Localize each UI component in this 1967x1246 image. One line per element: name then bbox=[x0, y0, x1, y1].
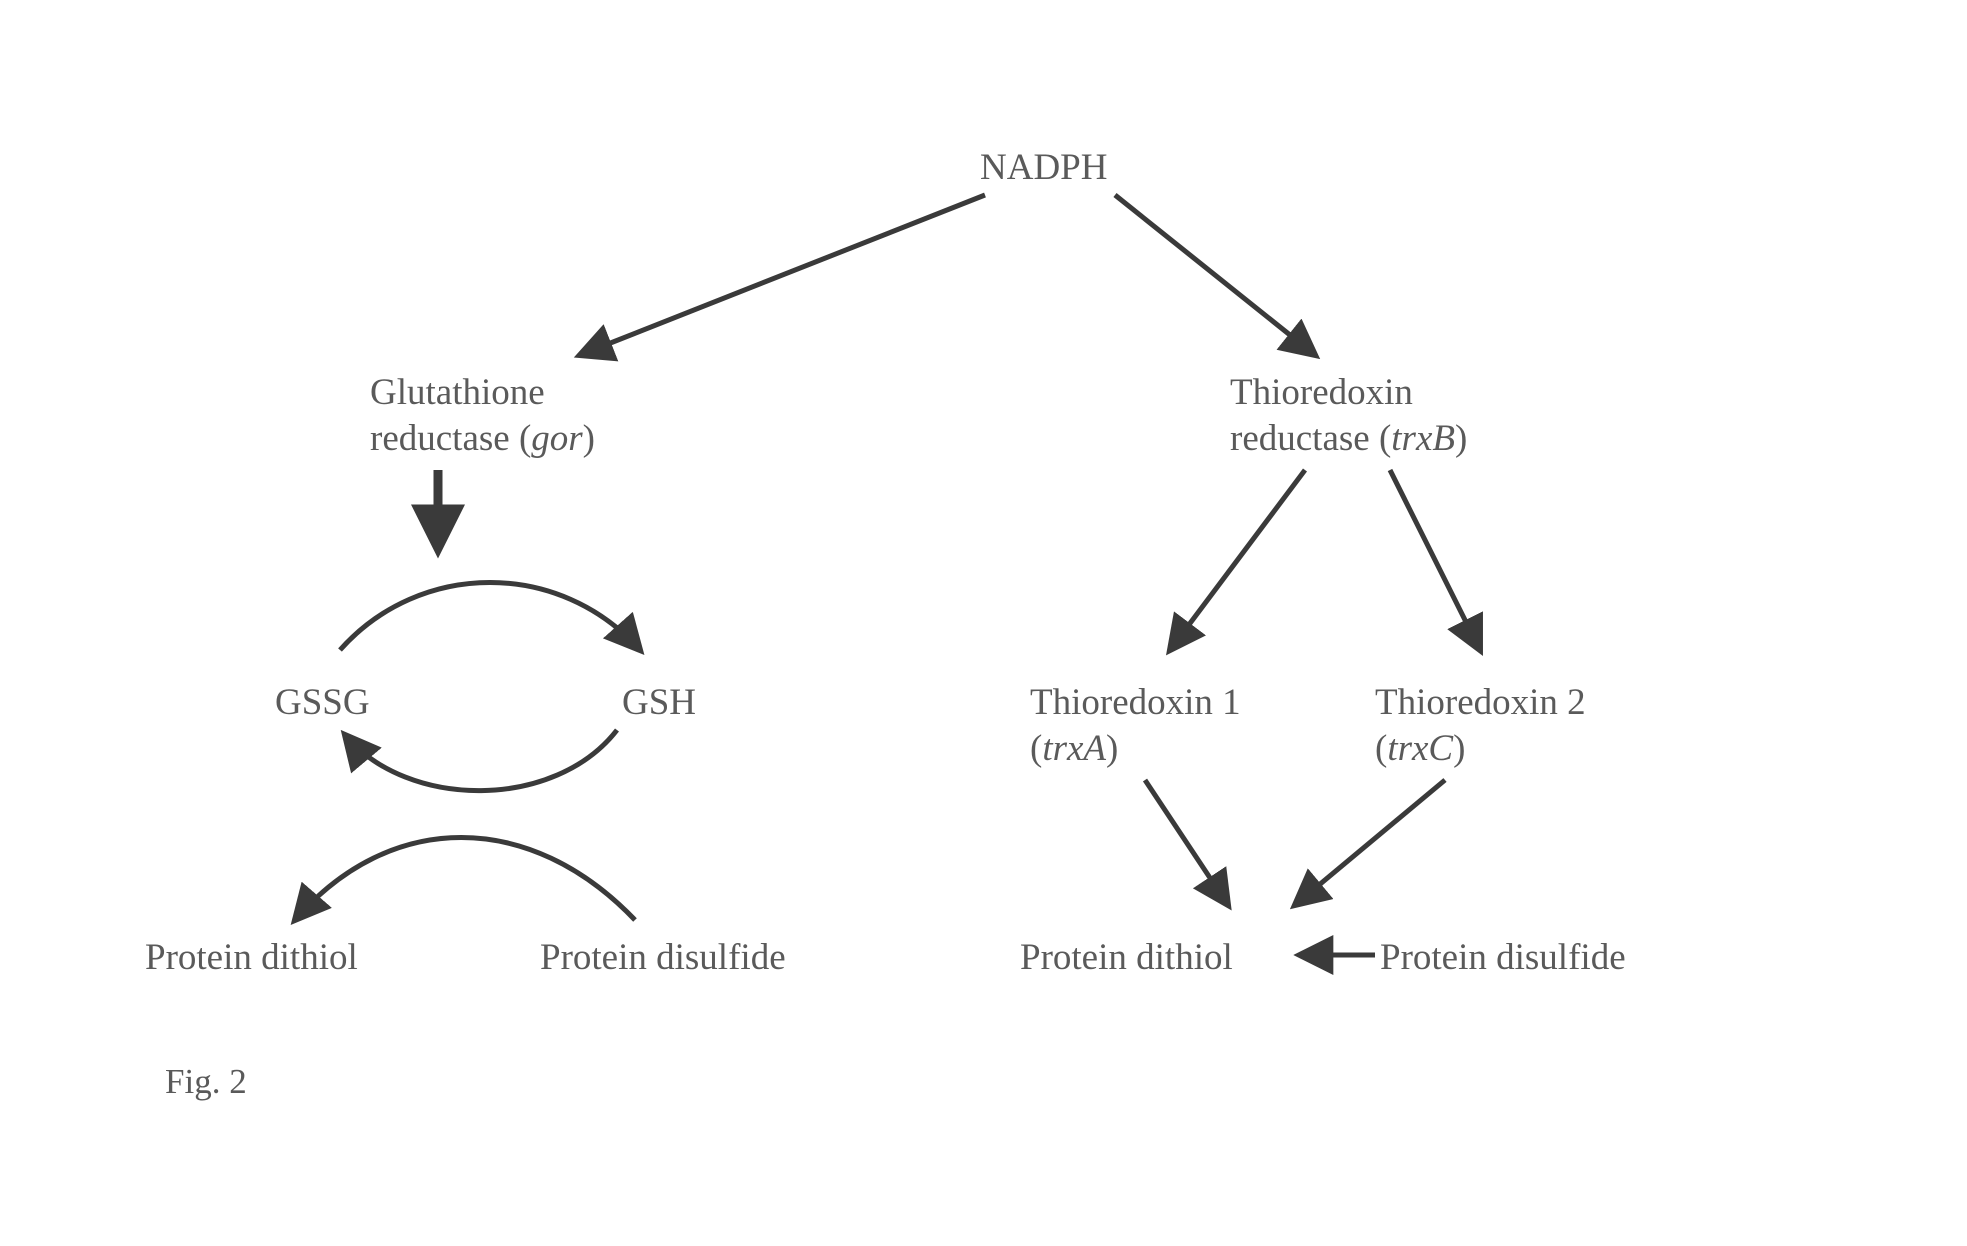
node-thioredoxin-reductase: Thioredoxin reductase (trxB) bbox=[1230, 370, 1467, 463]
figure-caption: Fig. 2 bbox=[165, 1060, 247, 1104]
glutathione-gene: gor bbox=[531, 418, 582, 459]
node-glutathione-reductase: Glutathione reductase (gor) bbox=[370, 370, 595, 463]
trx2-line2-pre: ( bbox=[1375, 728, 1387, 769]
arrow-gssg-to-gsh bbox=[340, 583, 640, 651]
glutathione-line2-post: ) bbox=[583, 418, 595, 459]
thioredoxin-red-line1: Thioredoxin bbox=[1230, 372, 1413, 413]
glutathione-line2-pre: reductase ( bbox=[370, 418, 531, 459]
node-gssg: GSSG bbox=[275, 680, 370, 726]
arrow-trxred-to-trx2 bbox=[1390, 470, 1480, 650]
arrow-disulfide-to-dithiol-left bbox=[295, 838, 635, 921]
glutathione-line1: Glutathione bbox=[370, 372, 545, 413]
node-thioredoxin-1: Thioredoxin 1 (trxA) bbox=[1030, 680, 1241, 773]
thioredoxin-red-line2-pre: reductase ( bbox=[1230, 418, 1391, 459]
arrow-trxred-to-trx1 bbox=[1170, 470, 1305, 650]
trx2-line2-post: ) bbox=[1453, 728, 1465, 769]
arrow-nadph-to-glutathione bbox=[580, 195, 985, 355]
arrow-gsh-to-gssg bbox=[345, 730, 617, 791]
arrow-trx1-to-dithiol bbox=[1145, 780, 1228, 905]
trx2-line1: Thioredoxin 2 bbox=[1375, 682, 1586, 723]
node-protein-disulfide-left: Protein disulfide bbox=[540, 935, 786, 981]
node-protein-dithiol-left: Protein dithiol bbox=[145, 935, 358, 981]
trx1-line2-pre: ( bbox=[1030, 728, 1042, 769]
trx1-gene: trxA bbox=[1042, 728, 1106, 769]
trx1-line2-post: ) bbox=[1106, 728, 1118, 769]
node-nadph: NADPH bbox=[980, 145, 1107, 191]
node-protein-disulfide-right: Protein disulfide bbox=[1380, 935, 1626, 981]
node-thioredoxin-2: Thioredoxin 2 (trxC) bbox=[1375, 680, 1586, 773]
thioredoxin-red-line2-post: ) bbox=[1455, 418, 1467, 459]
thioredoxin-red-gene: trxB bbox=[1391, 418, 1455, 459]
arrow-trx2-to-dithiol bbox=[1295, 780, 1445, 905]
arrow-nadph-to-thioredoxin-red bbox=[1115, 195, 1315, 355]
trx2-gene: trxC bbox=[1387, 728, 1453, 769]
node-gsh: GSH bbox=[622, 680, 696, 726]
trx1-line1: Thioredoxin 1 bbox=[1030, 682, 1241, 723]
node-protein-dithiol-right: Protein dithiol bbox=[1020, 935, 1233, 981]
